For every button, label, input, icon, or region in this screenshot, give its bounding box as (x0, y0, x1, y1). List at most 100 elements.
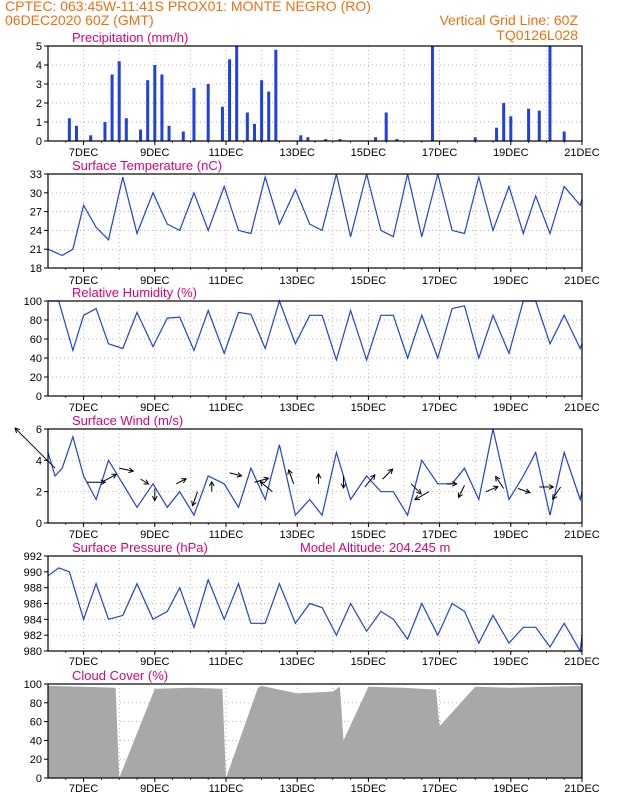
x-tick-label: 11DEC (209, 783, 244, 795)
x-tick-label: 9DEC (140, 402, 169, 414)
x-tick-label: 17DEC (422, 656, 458, 668)
x-tick-label: 7DEC (69, 275, 98, 287)
wind-arrow-shaft (140, 478, 149, 485)
wind-arrow-shaft (119, 467, 134, 472)
precip-bar (160, 74, 164, 141)
y-tick-label: 100 (24, 679, 42, 691)
x-tick-label: 19DEC (493, 402, 529, 414)
wind-arrow-head (151, 495, 158, 502)
wind-arrow-head (452, 480, 458, 487)
precip-bar (89, 135, 93, 141)
model-code: TQ0126L028 (496, 27, 578, 43)
x-tick-label: 9DEC (140, 275, 169, 287)
wind-arrow-head (548, 484, 555, 490)
x-tick-label: 21DEC (564, 529, 600, 541)
wind-arrow-head (387, 468, 394, 475)
wind-arrow-head (416, 488, 422, 495)
x-tick-label: 9DEC (140, 783, 169, 795)
x-tick-label: 13DEC (279, 529, 315, 541)
y-tick-label: 21 (30, 244, 42, 256)
x-tick-label: 17DEC (422, 275, 458, 287)
wind-arrow-shaft (259, 481, 273, 493)
model-altitude: Model Altitude: 204.245 m (300, 540, 450, 555)
x-tick-label: 21DEC (564, 275, 600, 287)
y-tick-label: 982 (24, 630, 42, 642)
y-tick-label: 1 (36, 117, 42, 129)
wind-arrow-head (181, 478, 188, 484)
y-tick-label: 30 (30, 188, 42, 200)
panel-title: Precipitation (mm/h) (72, 30, 188, 45)
y-tick-label: 0 (36, 136, 42, 148)
precip-bar (374, 137, 378, 141)
precip-bar (527, 108, 531, 141)
y-tick-label: 0 (36, 773, 42, 785)
wind-arrow-head (414, 495, 420, 501)
x-tick-label: 9DEC (140, 147, 169, 159)
wind-arrow-head (524, 488, 531, 494)
y-tick-label: 4 (36, 455, 42, 467)
wind-arrow-head (263, 476, 270, 483)
x-tick-label: 13DEC (279, 275, 315, 287)
precip-bar (430, 46, 434, 141)
panel-frame (47, 45, 583, 142)
wind-arrow-head (100, 479, 107, 486)
precip-bar (473, 137, 477, 141)
y-tick-label: 2 (36, 487, 42, 499)
precip-bar (206, 84, 210, 141)
wind-arrow-shaft (229, 472, 242, 477)
precip-bar (338, 139, 342, 141)
x-tick-label: 17DEC (422, 147, 458, 159)
x-tick-label: 11DEC (209, 656, 244, 668)
panel-title: Surface Pressure (hPa) (72, 540, 208, 555)
precip-bar (74, 125, 78, 141)
panel-title: Surface Wind (m/s) (72, 413, 183, 428)
station-header: CPTEC: 063:45W-11:41S PROX01: MONTE NEGR… (5, 0, 371, 14)
x-tick-label: 19DEC (493, 529, 529, 541)
x-tick-label: 15DEC (351, 147, 387, 159)
precip-bar (324, 139, 328, 141)
precip-bar (306, 137, 310, 141)
x-tick-label: 21DEC (564, 147, 600, 159)
precip-bar (502, 103, 506, 141)
wind-arrow-shaft (458, 485, 465, 498)
series-line (48, 299, 583, 362)
wind-arrow-head (208, 480, 215, 487)
precip-bar (235, 46, 239, 141)
wind-arrow-head (259, 480, 266, 487)
cloud-cover-area (48, 685, 582, 778)
wind-arrow-shaft (382, 468, 393, 480)
panel-frame (47, 173, 583, 269)
x-tick-label: 15DEC (351, 275, 387, 287)
y-tick-label: 984 (24, 614, 42, 626)
y-tick-label: 2 (36, 98, 42, 110)
wind-arrow-shaft (175, 478, 187, 485)
x-tick-label: 7DEC (69, 783, 98, 795)
precip-bar (110, 74, 114, 141)
wind-arrow-shaft (254, 477, 269, 483)
y-tick-label: 60 (30, 717, 42, 729)
y-tick-label: 988 (24, 583, 42, 595)
wind-arrow-head (340, 483, 347, 490)
panel-title: Cloud Cover (%) (72, 668, 168, 683)
wind-arrow-shaft (552, 486, 562, 500)
x-tick-label: 15DEC (351, 783, 387, 795)
precip-bar (395, 139, 399, 141)
x-tick-label: 19DEC (493, 147, 529, 159)
x-tick-label: 7DEC (69, 529, 98, 541)
y-tick-label: 980 (24, 646, 42, 658)
wind-arrow-shaft (517, 488, 531, 494)
wind-arrow-head (457, 492, 463, 499)
x-tick-label: 11DEC (209, 147, 244, 159)
wind-arrow-shaft (288, 469, 295, 485)
panel-frame (47, 300, 583, 397)
panel-frame (47, 683, 583, 779)
y-tick-label: 80 (30, 698, 42, 710)
wind-arrow-shaft (192, 491, 198, 506)
precip-bar (228, 59, 232, 141)
wind-arrow-head (315, 472, 322, 479)
x-tick-label: 9DEC (140, 529, 169, 541)
x-tick-label: 17DEC (422, 402, 458, 414)
precip-bar (117, 61, 121, 142)
precip-bar (103, 122, 107, 141)
